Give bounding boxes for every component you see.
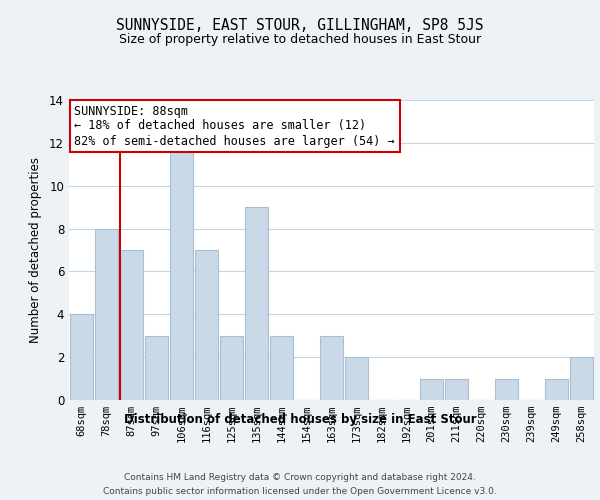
- Bar: [495, 378, 518, 400]
- Bar: [120, 250, 143, 400]
- Bar: [70, 314, 93, 400]
- Bar: [95, 228, 118, 400]
- Bar: [420, 378, 443, 400]
- Bar: [570, 357, 593, 400]
- Bar: [145, 336, 168, 400]
- Bar: [345, 357, 368, 400]
- Bar: [245, 207, 268, 400]
- Bar: [545, 378, 568, 400]
- Text: Contains HM Land Registry data © Crown copyright and database right 2024.: Contains HM Land Registry data © Crown c…: [124, 472, 476, 482]
- Bar: [170, 143, 193, 400]
- Bar: [320, 336, 343, 400]
- Bar: [195, 250, 218, 400]
- Bar: [270, 336, 293, 400]
- Text: Size of property relative to detached houses in East Stour: Size of property relative to detached ho…: [119, 32, 481, 46]
- Text: SUNNYSIDE: 88sqm
← 18% of detached houses are smaller (12)
82% of semi-detached : SUNNYSIDE: 88sqm ← 18% of detached house…: [74, 104, 395, 148]
- Y-axis label: Number of detached properties: Number of detached properties: [29, 157, 42, 343]
- Text: Distribution of detached houses by size in East Stour: Distribution of detached houses by size …: [124, 412, 476, 426]
- Bar: [445, 378, 468, 400]
- Text: Contains public sector information licensed under the Open Government Licence v3: Contains public sector information licen…: [103, 488, 497, 496]
- Text: SUNNYSIDE, EAST STOUR, GILLINGHAM, SP8 5JS: SUNNYSIDE, EAST STOUR, GILLINGHAM, SP8 5…: [116, 18, 484, 32]
- Bar: [220, 336, 243, 400]
